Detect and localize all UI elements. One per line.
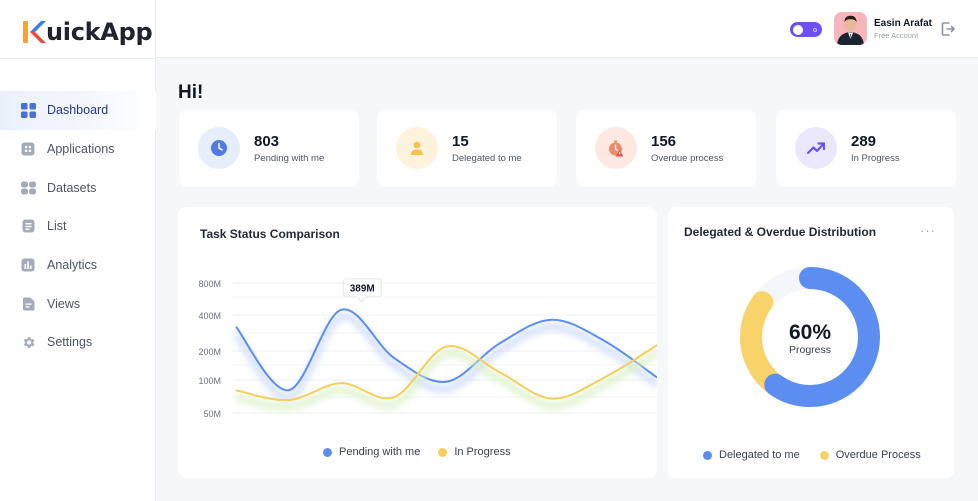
toggle-knob bbox=[793, 24, 803, 35]
legend-label: Pending with me bbox=[339, 446, 421, 458]
y-tick-label: 200M bbox=[198, 347, 221, 357]
settings-gear-icon bbox=[20, 334, 36, 350]
sidebar-item-label: Datasets bbox=[47, 180, 97, 195]
sidebar-item-label: Dashboard bbox=[47, 103, 109, 118]
legend-label: Overdue Process bbox=[835, 449, 921, 461]
series-shadow bbox=[235, 349, 657, 411]
legend-label: Delegated to me bbox=[719, 449, 800, 461]
user-plan: Free Account bbox=[874, 31, 919, 40]
y-tick-label: 400M bbox=[198, 311, 221, 321]
stat-card-overdue-process[interactable]: 156 Overdue process bbox=[576, 110, 756, 187]
stat-card-pending-with-me[interactable]: 803 Pending with me bbox=[179, 110, 359, 187]
trending-up-icon bbox=[795, 127, 837, 169]
donut-chart-legend: Delegated to me Overdue Process bbox=[703, 449, 941, 461]
sidebar-item-label: Analytics bbox=[47, 258, 98, 273]
stat-value: 156 bbox=[651, 133, 677, 150]
stat-value: 15 bbox=[452, 133, 469, 150]
stat-label: Overdue process bbox=[651, 153, 724, 164]
clock-icon bbox=[198, 127, 240, 169]
legend-swatch bbox=[438, 447, 448, 457]
series-shadow bbox=[233, 313, 657, 401]
analytics-icon bbox=[20, 257, 36, 273]
overdue-stopwatch-icon bbox=[595, 127, 637, 169]
sidebar-item-label: Settings bbox=[47, 335, 93, 350]
distribution-title: Delegated & Overdue Distribution bbox=[684, 225, 877, 239]
views-icon bbox=[20, 296, 36, 312]
stat-value: 803 bbox=[254, 133, 280, 150]
sidebar-nav: Dashboard Applications Datasets List Analyti… bbox=[0, 91, 156, 362]
sidebar-item-list[interactable]: List bbox=[0, 207, 156, 246]
toggle-indicator bbox=[813, 27, 817, 32]
task-status-card: Task Status Comparison 800M 400M 200M 100M 5… bbox=[178, 207, 657, 478]
task-status-line-chart: 800M 400M 200M 100M 50M 389M bbox=[198, 278, 657, 419]
datasets-icon bbox=[20, 180, 36, 196]
y-tick-label: 100M bbox=[198, 376, 221, 386]
logout-icon[interactable] bbox=[940, 21, 956, 37]
applications-icon bbox=[20, 141, 36, 157]
logo-text: uickApp bbox=[46, 18, 153, 46]
theme-toggle[interactable] bbox=[790, 22, 822, 37]
stat-value: 289 bbox=[851, 133, 877, 150]
legend-item[interactable]: In Progress bbox=[438, 446, 511, 458]
series-line-pending-with-me[interactable] bbox=[235, 308, 657, 392]
top-header: Easin Arafat Free Account bbox=[156, 0, 978, 58]
legend-label: In Progress bbox=[454, 446, 511, 458]
donut-center-label: Progress bbox=[789, 344, 831, 356]
distribution-donut-chart: 60%Progress bbox=[740, 267, 880, 407]
sidebar-item-analytics[interactable]: Analytics bbox=[0, 246, 156, 285]
user-icon bbox=[396, 127, 438, 169]
list-icon bbox=[20, 218, 36, 234]
sidebar-item-label: Views bbox=[47, 296, 81, 311]
sidebar-item-datasets[interactable]: Datasets bbox=[0, 168, 156, 207]
legend-item[interactable]: Pending with me bbox=[323, 446, 420, 458]
donut-slice-delegated-to-me[interactable] bbox=[740, 267, 880, 407]
y-tick-label: 800M bbox=[198, 279, 221, 289]
stat-card-delegated-to-me[interactable]: 15 Delegated to me bbox=[377, 110, 557, 187]
sidebar-item-dashboard[interactable]: Dashboard bbox=[0, 91, 156, 130]
distribution-card: Delegated & Overdue Distribution ··· 60%… bbox=[668, 207, 954, 478]
stat-card-in-progress[interactable]: 289 In Progress bbox=[776, 110, 956, 187]
sidebar-divider bbox=[0, 58, 155, 59]
page-greeting: Hi! bbox=[178, 82, 204, 103]
sidebar: uickApp Dashboard Applications Datasets Lis… bbox=[0, 0, 156, 501]
avatar-portrait-icon bbox=[834, 12, 867, 45]
sidebar-item-label: Applications bbox=[47, 142, 115, 157]
sidebar-item-label: List bbox=[47, 219, 67, 234]
sidebar-item-applications[interactable]: Applications bbox=[0, 130, 156, 169]
user-name: Easin Arafat bbox=[874, 18, 932, 29]
legend-swatch bbox=[323, 447, 332, 457]
stat-label: In Progress bbox=[851, 153, 900, 164]
sidebar-item-settings[interactable]: Settings bbox=[0, 323, 156, 362]
avatar[interactable] bbox=[834, 12, 867, 45]
series-line-in-progress[interactable] bbox=[235, 344, 657, 402]
task-status-title: Task Status Comparison bbox=[200, 227, 340, 241]
sidebar-item-views[interactable]: Views bbox=[0, 284, 156, 323]
legend-item[interactable]: Delegated to me bbox=[703, 449, 800, 461]
tooltip-value: 389M bbox=[350, 283, 375, 294]
line-chart-legend: Pending with me In Progress bbox=[323, 446, 529, 458]
dashboard-grid-icon bbox=[20, 102, 36, 118]
legend-item[interactable]: Overdue Process bbox=[819, 449, 921, 461]
donut-center-value: 60% bbox=[789, 321, 831, 344]
stat-label: Delegated to me bbox=[452, 153, 522, 164]
card-more-icon[interactable]: ··· bbox=[920, 223, 936, 238]
app-logo[interactable]: uickApp bbox=[22, 14, 153, 50]
legend-swatch bbox=[703, 450, 712, 460]
legend-swatch bbox=[819, 450, 829, 460]
chart-tooltip bbox=[342, 278, 382, 303]
stat-label: Pending with me bbox=[254, 153, 325, 164]
logo-k-icon bbox=[23, 21, 46, 43]
y-tick-label: 50M bbox=[203, 409, 221, 419]
